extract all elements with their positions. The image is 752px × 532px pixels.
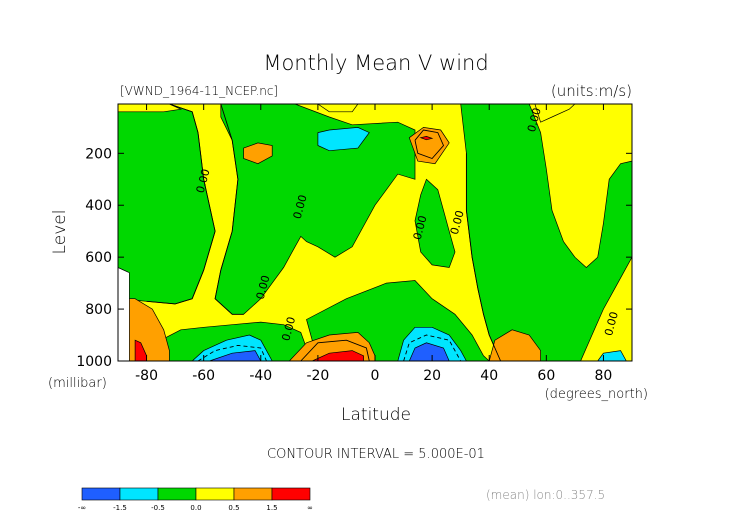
colorbar-label: -∞ — [78, 504, 86, 512]
x-tick-label: 0 — [371, 368, 380, 384]
x-axis: -80 -60 -40 -20 0 20 40 60 80 — [135, 104, 612, 384]
units-label: (units:m/s) — [551, 82, 632, 100]
y-axis-label: Level — [50, 210, 70, 255]
y-axis: 200 400 600 800 1000 — [76, 146, 632, 370]
colorbar-swatch — [81, 487, 121, 501]
x-axis-units: (degrees_north) — [545, 387, 648, 402]
contour-pos-contour-upper — [414, 129, 445, 160]
filled-regions — [117, 103, 633, 362]
contour-label-5: 0.00 — [254, 274, 273, 301]
contour-label-2: 0.00 — [291, 193, 310, 220]
contour-label-0: 0.00 — [525, 106, 544, 133]
contour-lines — [146, 103, 502, 362]
colorbar-swatch — [233, 487, 273, 501]
contour-label-3: 0.00 — [411, 214, 430, 241]
y-tick-label: 200 — [85, 146, 112, 162]
x-tick-label: 40 — [480, 368, 498, 384]
colorbar-label: ∞ — [307, 504, 313, 512]
y-axis-units: (millibar) — [48, 376, 107, 391]
colorbar-swatch — [157, 487, 197, 501]
colorbar: -∞ -1.5 -0.5 0.0 0.5 1.5 ∞ — [78, 487, 313, 512]
x-axis-label: Latitude — [341, 405, 411, 425]
colorbar-label: 1.5 — [266, 504, 277, 512]
contour-neg-contour-sh — [197, 344, 267, 362]
footer-note: (mean) lon:0..357.5 — [486, 488, 605, 502]
plot-area: 0.00 0.00 0.00 0.00 0.00 0.00 0.00 0.00 — [117, 103, 633, 362]
region-green-nh-mid — [414, 178, 456, 268]
colorbar-swatch — [271, 487, 311, 501]
contour-label-1: 0.00 — [194, 167, 213, 194]
contour-zero-contour-nh — [465, 153, 502, 362]
x-tick-label: -60 — [192, 368, 215, 384]
colorbar-label: -1.5 — [113, 504, 127, 512]
x-tick-label: -40 — [249, 368, 272, 384]
region-red-upper-center-dash — [419, 136, 434, 141]
contour-zero-contour-sh — [146, 103, 216, 305]
colorbar-label: 0.5 — [228, 504, 239, 512]
contour-label-4: 0.00 — [448, 209, 467, 236]
contour-labels: 0.00 0.00 0.00 0.00 0.00 0.00 0.00 0.00 — [194, 106, 621, 342]
y-tick-label: 1000 — [76, 354, 112, 370]
colorbar-swatch — [119, 487, 159, 501]
region-orange-sh-pocket — [243, 142, 273, 165]
x-tick-label: 80 — [595, 368, 613, 384]
x-tick-label: 60 — [537, 368, 555, 384]
colorbar-swatch — [195, 487, 235, 501]
x-tick-label: -80 — [135, 368, 158, 384]
contour-neg-contour-nh — [403, 334, 462, 362]
region-cyan-upper — [317, 127, 370, 152]
region-yellow-top-strip — [117, 103, 183, 113]
x-tick-label: 20 — [423, 368, 441, 384]
region-white-sh-corner — [117, 266, 130, 362]
contour-label-6: 0.00 — [279, 315, 298, 342]
x-tick-label: -20 — [306, 368, 329, 384]
dataset-label: [VWND_1964-11_NCEP.nc] — [120, 84, 278, 98]
y-tick-label: 800 — [85, 302, 112, 318]
contour-pos-contour-low — [300, 339, 370, 362]
colorbar-label: -0.5 — [151, 504, 165, 512]
contour-zero-contour-central — [214, 103, 244, 315]
contour-interval-text: CONTOUR INTERVAL = 5.000E-01 — [267, 447, 485, 462]
colorbar-label: 0.0 — [190, 504, 201, 512]
contour-label-7: 0.00 — [602, 310, 621, 337]
y-tick-label: 600 — [85, 250, 112, 266]
chart-title: Monthly Mean V wind — [263, 51, 488, 75]
y-tick-label: 400 — [85, 198, 112, 214]
